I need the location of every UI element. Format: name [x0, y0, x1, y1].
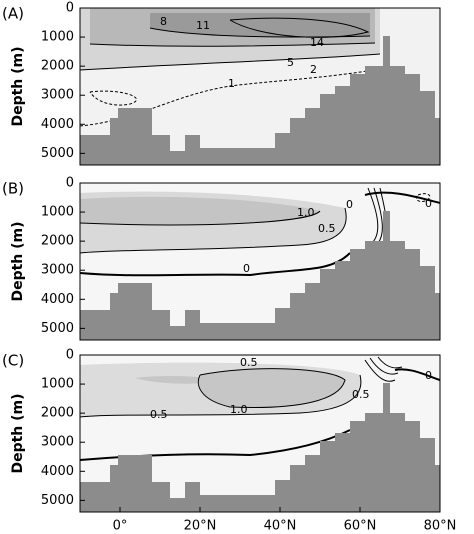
contour — [415, 193, 431, 202]
contour — [79, 207, 347, 254]
plot-frame — [79, 182, 441, 341]
shade — [150, 13, 370, 38]
y-tick-label: 4000 — [41, 464, 74, 479]
contour-label: 8 — [160, 15, 167, 28]
y-tick-label: 2000 — [41, 234, 74, 249]
y-tick-label: 2000 — [41, 406, 74, 421]
contour-label: 0.5 — [240, 356, 258, 369]
contour — [79, 374, 362, 418]
contour-label: 2 — [310, 63, 317, 76]
x-tick-label: 20°N — [184, 519, 217, 534]
panel-label: (C) — [2, 352, 24, 370]
y-axis-label: Depth (m) — [10, 221, 26, 301]
y-tick-label: 3000 — [41, 88, 74, 103]
contour-label: 0.5 — [352, 388, 370, 401]
panel-b: 1.0 0.5 0 0 0 — [79, 183, 441, 340]
contour — [364, 191, 441, 204]
y-tick-label: 3000 — [41, 435, 74, 450]
y-tick-label: 1000 — [41, 205, 74, 220]
contour-label: 0 — [425, 369, 432, 382]
contour — [79, 67, 386, 127]
contour — [394, 368, 441, 381]
y-tick-label: 0 — [66, 176, 74, 191]
contour-label: 0 — [346, 198, 353, 211]
plot-frame — [79, 354, 441, 513]
contour — [229, 17, 370, 38]
y-axis-label: Depth (m) — [10, 46, 26, 126]
x-tick-label: 60°N — [344, 519, 377, 534]
panel-a: 8 11 14 5 2 1 — [79, 8, 440, 165]
panel-c: 0.5 0 0.5 1.0 0.5 — [79, 355, 441, 512]
contour-label: 14 — [310, 36, 324, 49]
panel-label: (A) — [2, 5, 24, 23]
y-tick-label: 3000 — [41, 263, 74, 278]
y-tick-label: 1000 — [41, 377, 74, 392]
plot-frame — [79, 7, 441, 166]
x-tick-label: 0° — [113, 519, 128, 534]
contour-label: 0 — [425, 197, 432, 210]
contour-label: 0 — [243, 262, 250, 275]
y-tick-label: 2000 — [41, 59, 74, 74]
contour-label: 0.5 — [150, 408, 168, 421]
y-axis-label: Depth (m) — [10, 393, 26, 473]
contour-label: 11 — [196, 19, 210, 32]
y-tick-label: 5000 — [41, 321, 74, 336]
contour — [79, 210, 321, 226]
contour — [89, 42, 376, 47]
contour — [79, 53, 381, 71]
contour-label: 0.5 — [318, 222, 336, 235]
y-tick-label: 5000 — [41, 146, 74, 161]
contour-label: 1 — [228, 77, 235, 90]
contour — [79, 252, 351, 277]
contour — [364, 356, 403, 382]
y-tick-label: 5000 — [41, 493, 74, 508]
x-tick-label: 80°N — [424, 519, 457, 534]
y-tick-label: 4000 — [41, 117, 74, 132]
panel-label: (B) — [2, 180, 24, 198]
x-tick-label: 40°N — [264, 519, 297, 534]
shade — [198, 368, 345, 408]
y-tick-label: 0 — [66, 1, 74, 16]
contour — [89, 90, 137, 106]
shade — [80, 196, 320, 225]
contour-label: 1.0 — [297, 206, 315, 219]
y-tick-label: 1000 — [41, 30, 74, 45]
contour — [197, 368, 346, 408]
y-tick-label: 4000 — [41, 292, 74, 307]
contour-label: 5 — [287, 56, 294, 69]
contour-label: 1.0 — [230, 403, 248, 416]
y-tick-label: 0 — [66, 348, 74, 363]
